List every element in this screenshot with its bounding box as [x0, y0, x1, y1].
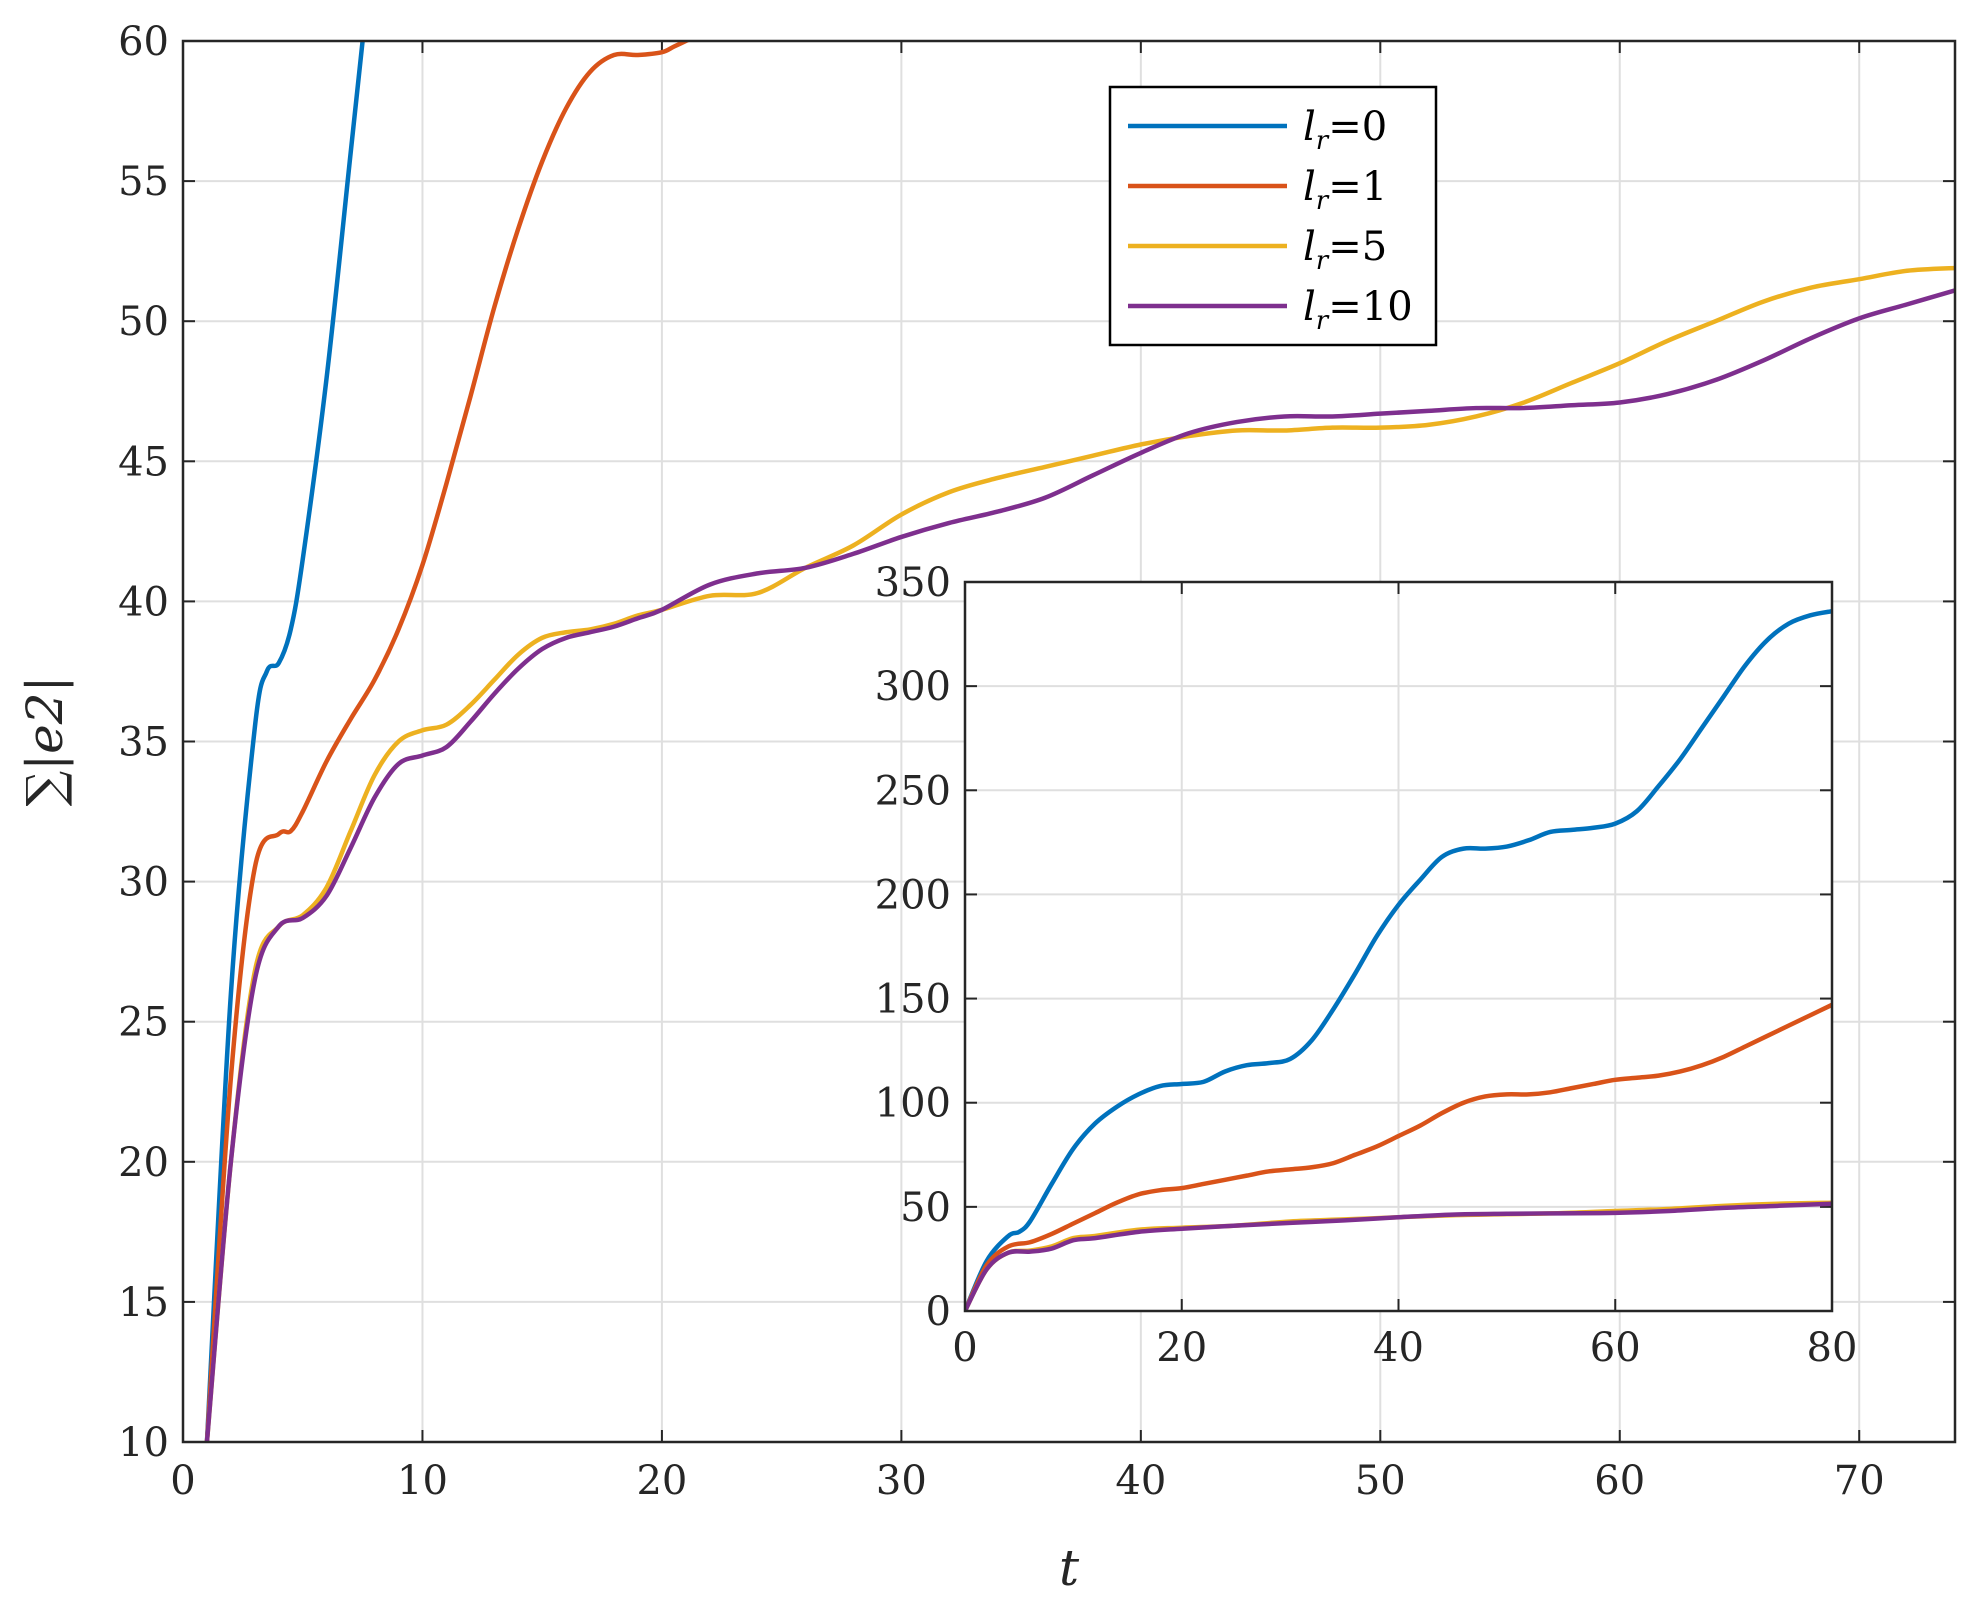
main-x-tick-label: 30 — [876, 1458, 927, 1504]
legend-box — [1108, 85, 1438, 347]
legend-label-value: =5 — [1328, 224, 1387, 270]
legend-label-base: l — [1303, 284, 1316, 330]
main-x-tick-label: 60 — [1594, 1458, 1645, 1504]
inset-series-group — [965, 608, 1832, 1311]
main-y-tick-label: 25 — [118, 1000, 169, 1046]
inset-x-tick-labels: 0 20 40 60 80 — [952, 1325, 1857, 1371]
main-y-tick-labels: 10 15 20 25 30 35 40 45 50 55 60 — [118, 19, 169, 1466]
inset-series-line-3 — [965, 1201, 1832, 1311]
legend-label-3: lr=10 — [1303, 284, 1413, 336]
inset-x-tick-label: 80 — [1807, 1325, 1858, 1371]
legend-label-0: lr=0 — [1303, 104, 1387, 156]
inset-x-tick-label: 20 — [1156, 1325, 1207, 1371]
legend-label-value: =0 — [1328, 104, 1387, 150]
legend-label-sub: r — [1316, 186, 1330, 216]
inset-x-tick-label: 40 — [1373, 1325, 1424, 1371]
legend-label-2: lr=5 — [1303, 224, 1387, 276]
main-x-tick-label: 50 — [1355, 1458, 1406, 1504]
inset-series-line-0 — [965, 608, 1832, 1311]
inset-chart: 0 20 40 60 80 0 50 100 150 200 250 300 350 — [875, 560, 1858, 1371]
main-x-tick-label: 0 — [170, 1458, 195, 1504]
legend-label-sub: r — [1316, 306, 1330, 336]
legend-label-sub: r — [1316, 126, 1330, 156]
main-y-tick-label: 30 — [118, 860, 169, 906]
main-x-tick-label: 70 — [1834, 1458, 1885, 1504]
legend-label-base: l — [1303, 224, 1316, 270]
inset-axes-box — [963, 580, 1834, 1313]
legend-label-value: =10 — [1328, 284, 1412, 330]
main-y-tick-label: 15 — [118, 1280, 169, 1326]
inset-y-tick-label: 150 — [875, 977, 951, 1023]
main-y-tick-label: 40 — [118, 579, 169, 625]
inset-y-tick-label: 350 — [875, 560, 951, 606]
legend-label-base: l — [1303, 164, 1316, 210]
main-x-tick-label: 40 — [1115, 1458, 1166, 1504]
legend-label-1: lr=1 — [1303, 164, 1387, 216]
main-series-group — [204, 41, 1955, 1442]
inset-y-tick-label: 200 — [875, 872, 951, 918]
main-y-tick-label: 50 — [118, 299, 169, 345]
legend-label-sub: r — [1316, 246, 1330, 276]
inset-y-tick-label: 250 — [875, 768, 951, 814]
inset-series-line-1 — [965, 1002, 1832, 1311]
inset-y-tick-label: 300 — [875, 664, 951, 710]
main-x-tick-label: 20 — [636, 1458, 687, 1504]
main-x-tick-labels: 0 10 20 30 40 50 60 70 — [170, 1458, 1884, 1504]
main-series-line-0 — [204, 41, 365, 1442]
legend-label-base: l — [1303, 104, 1316, 150]
legend-label-value: =1 — [1328, 164, 1387, 210]
main-y-tick-label: 10 — [118, 1420, 169, 1466]
inset-x-tick-label: 60 — [1590, 1325, 1641, 1371]
main-series-line-3 — [204, 288, 1955, 1442]
main-y-tick-label: 60 — [118, 19, 169, 65]
inset-y-tick-labels: 0 50 100 150 200 250 300 350 — [875, 560, 951, 1335]
main-y-tick-label: 55 — [118, 159, 169, 205]
main-y-tick-label: 35 — [118, 720, 169, 766]
main-axes-box — [181, 39, 1957, 1444]
main-y-tick-label: 45 — [118, 439, 169, 485]
inset-y-tick-label: 50 — [900, 1185, 951, 1231]
legend: lr=0lr=1lr=5lr=10 — [1108, 85, 1438, 347]
inset-x-tick-label: 0 — [952, 1325, 977, 1371]
main-y-axis-label: ∑|e2| — [16, 676, 74, 807]
inset-y-tick-label: 0 — [926, 1289, 951, 1335]
main-x-tick-label: 10 — [397, 1458, 448, 1504]
main-x-axis-label: t — [1059, 1539, 1080, 1597]
main-y-tick-label: 20 — [118, 1140, 169, 1186]
inset-y-tick-label: 100 — [875, 1081, 951, 1127]
main-series-line-1 — [204, 41, 692, 1442]
legend-items: lr=0lr=1lr=5lr=10 — [1128, 104, 1413, 336]
